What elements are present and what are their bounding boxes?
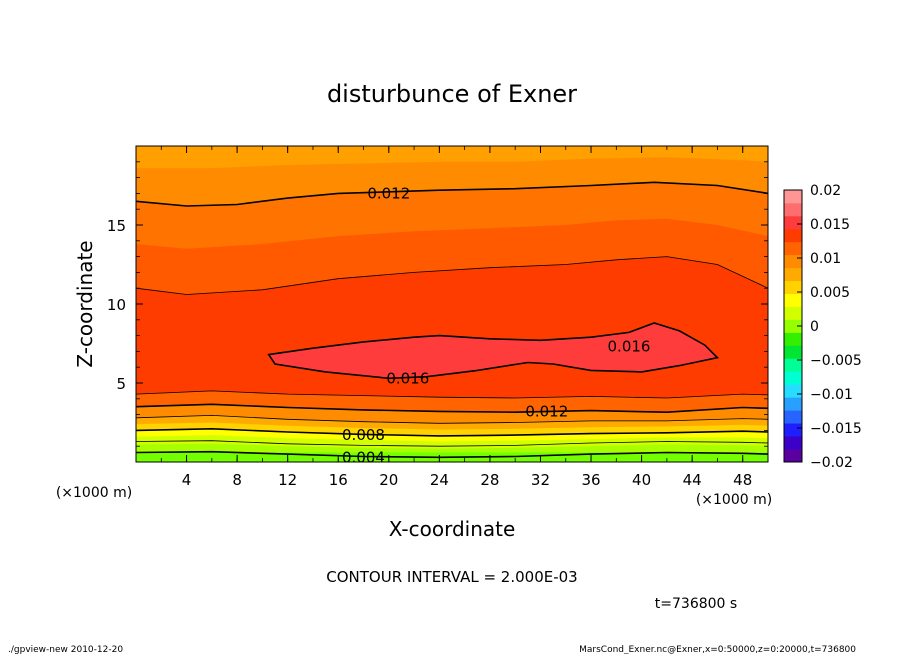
x-tick-label-0: 4	[182, 471, 192, 489]
colorbar-cell-17	[784, 228, 802, 243]
colorbar-cell-9	[784, 332, 802, 346]
colorbar-label-5: −0.005	[810, 353, 862, 369]
colorbar-cell-16	[784, 241, 802, 256]
x-tick-label-1: 8	[232, 471, 242, 489]
y-axis-label: Z-coordinate	[73, 240, 97, 367]
contour-line-4	[135, 403, 769, 414]
x-tick-label-4: 20	[379, 471, 398, 489]
colorbar-cell-6	[784, 371, 802, 385]
x-tick-label-2: 12	[278, 471, 297, 489]
fill-bands	[136, 146, 768, 462]
colorbar-cell-13	[784, 280, 802, 295]
contour-line-0	[135, 450, 769, 459]
colorbar-cell-8	[784, 345, 802, 359]
footer-right: MarsCond_Exner.nc@Exner,x=0:50000,z=0:20…	[579, 645, 856, 654]
x-tick-label-11: 48	[733, 471, 752, 489]
colorbar-cell-18	[784, 215, 802, 230]
contour-label-0: 0.012	[367, 184, 410, 202]
colorbar-label-0: 0.02	[810, 183, 841, 199]
colorbar-cell-14	[784, 267, 802, 282]
colorbar-cell-19	[784, 202, 802, 217]
time-text: t=736800 s	[655, 596, 737, 612]
x-tick-label-6: 28	[480, 471, 499, 489]
x-axis-ticks: 4 8 12 16 20 24 28 32 36 40 44 48	[135, 146, 769, 489]
contour-line-5	[135, 390, 769, 399]
colorbar-cell-10	[784, 319, 802, 333]
y-tick-label-1: 10	[107, 296, 126, 314]
contour-line-2	[135, 427, 769, 437]
colorbar-cell-12	[784, 293, 802, 307]
contour-line-6	[135, 256, 769, 295]
y-tick-label-2: 15	[107, 217, 126, 235]
colorbar-cell-3	[784, 410, 802, 424]
x-tick-label-5: 24	[430, 471, 449, 489]
contour-line-1	[135, 440, 769, 447]
colorbar-cell-7	[784, 358, 802, 372]
contour-label-4: 0.008	[342, 426, 385, 444]
y-axis-ticks: 5 10 15	[107, 145, 768, 463]
contour-label-3: 0.012	[525, 402, 568, 420]
colorbar-cell-15	[784, 254, 802, 269]
y-unit-label: (×1000 m)	[56, 485, 132, 501]
contour-label-1: 0.016	[608, 338, 651, 356]
colorbar-label-3: 0.005	[810, 285, 850, 301]
colorbar-label-7: −0.015	[810, 421, 862, 437]
colorbar-cell-0	[784, 449, 802, 463]
colorbar-cell-11	[784, 306, 802, 320]
colorbar-label-1: 0.015	[810, 217, 850, 233]
colorbar-cell-2	[784, 423, 802, 437]
contour-line-7	[135, 181, 769, 207]
x-tick-label-8: 36	[581, 471, 600, 489]
colorbar-label-8: −0.02	[810, 455, 853, 471]
fill-inner-0	[268, 323, 718, 379]
colorbar-cell-5	[784, 384, 802, 398]
colorbar-cell-20	[784, 190, 802, 204]
colorbar-label-4: 0	[810, 319, 819, 335]
contour-label-5: 0.004	[342, 448, 385, 466]
contour-closed-0	[267, 322, 720, 380]
x-tick-label-3: 16	[329, 471, 348, 489]
footer-left: ./gpview-new 2010-12-20	[8, 645, 123, 654]
x-tick-label-7: 32	[531, 471, 550, 489]
contour-interval-text: CONTOUR INTERVAL = 2.000E-03	[326, 568, 577, 586]
contour-label-2: 0.016	[386, 369, 429, 387]
chart-title: disturbunce of Exner	[327, 80, 577, 108]
colorbar-label-2: 0.01	[810, 251, 841, 267]
colorbar-cell-1	[784, 436, 802, 450]
colorbar-label-6: −0.01	[810, 387, 853, 403]
y-tick-label-0: 5	[116, 375, 126, 393]
x-tick-label-9: 40	[632, 471, 651, 489]
contour-line-3	[135, 414, 769, 424]
x-unit-label: (×1000 m)	[696, 492, 772, 508]
colorbar: 0.02 0.015 0.01 0.005 0 −0.005 −0.01 −0.015 −0.0…	[783, 183, 862, 471]
contour-lines	[135, 181, 769, 459]
x-axis-label: X-coordinate	[389, 517, 516, 541]
x-tick-label-10: 44	[683, 471, 702, 489]
fill-band-10	[136, 146, 768, 169]
colorbar-cell-4	[784, 397, 802, 411]
